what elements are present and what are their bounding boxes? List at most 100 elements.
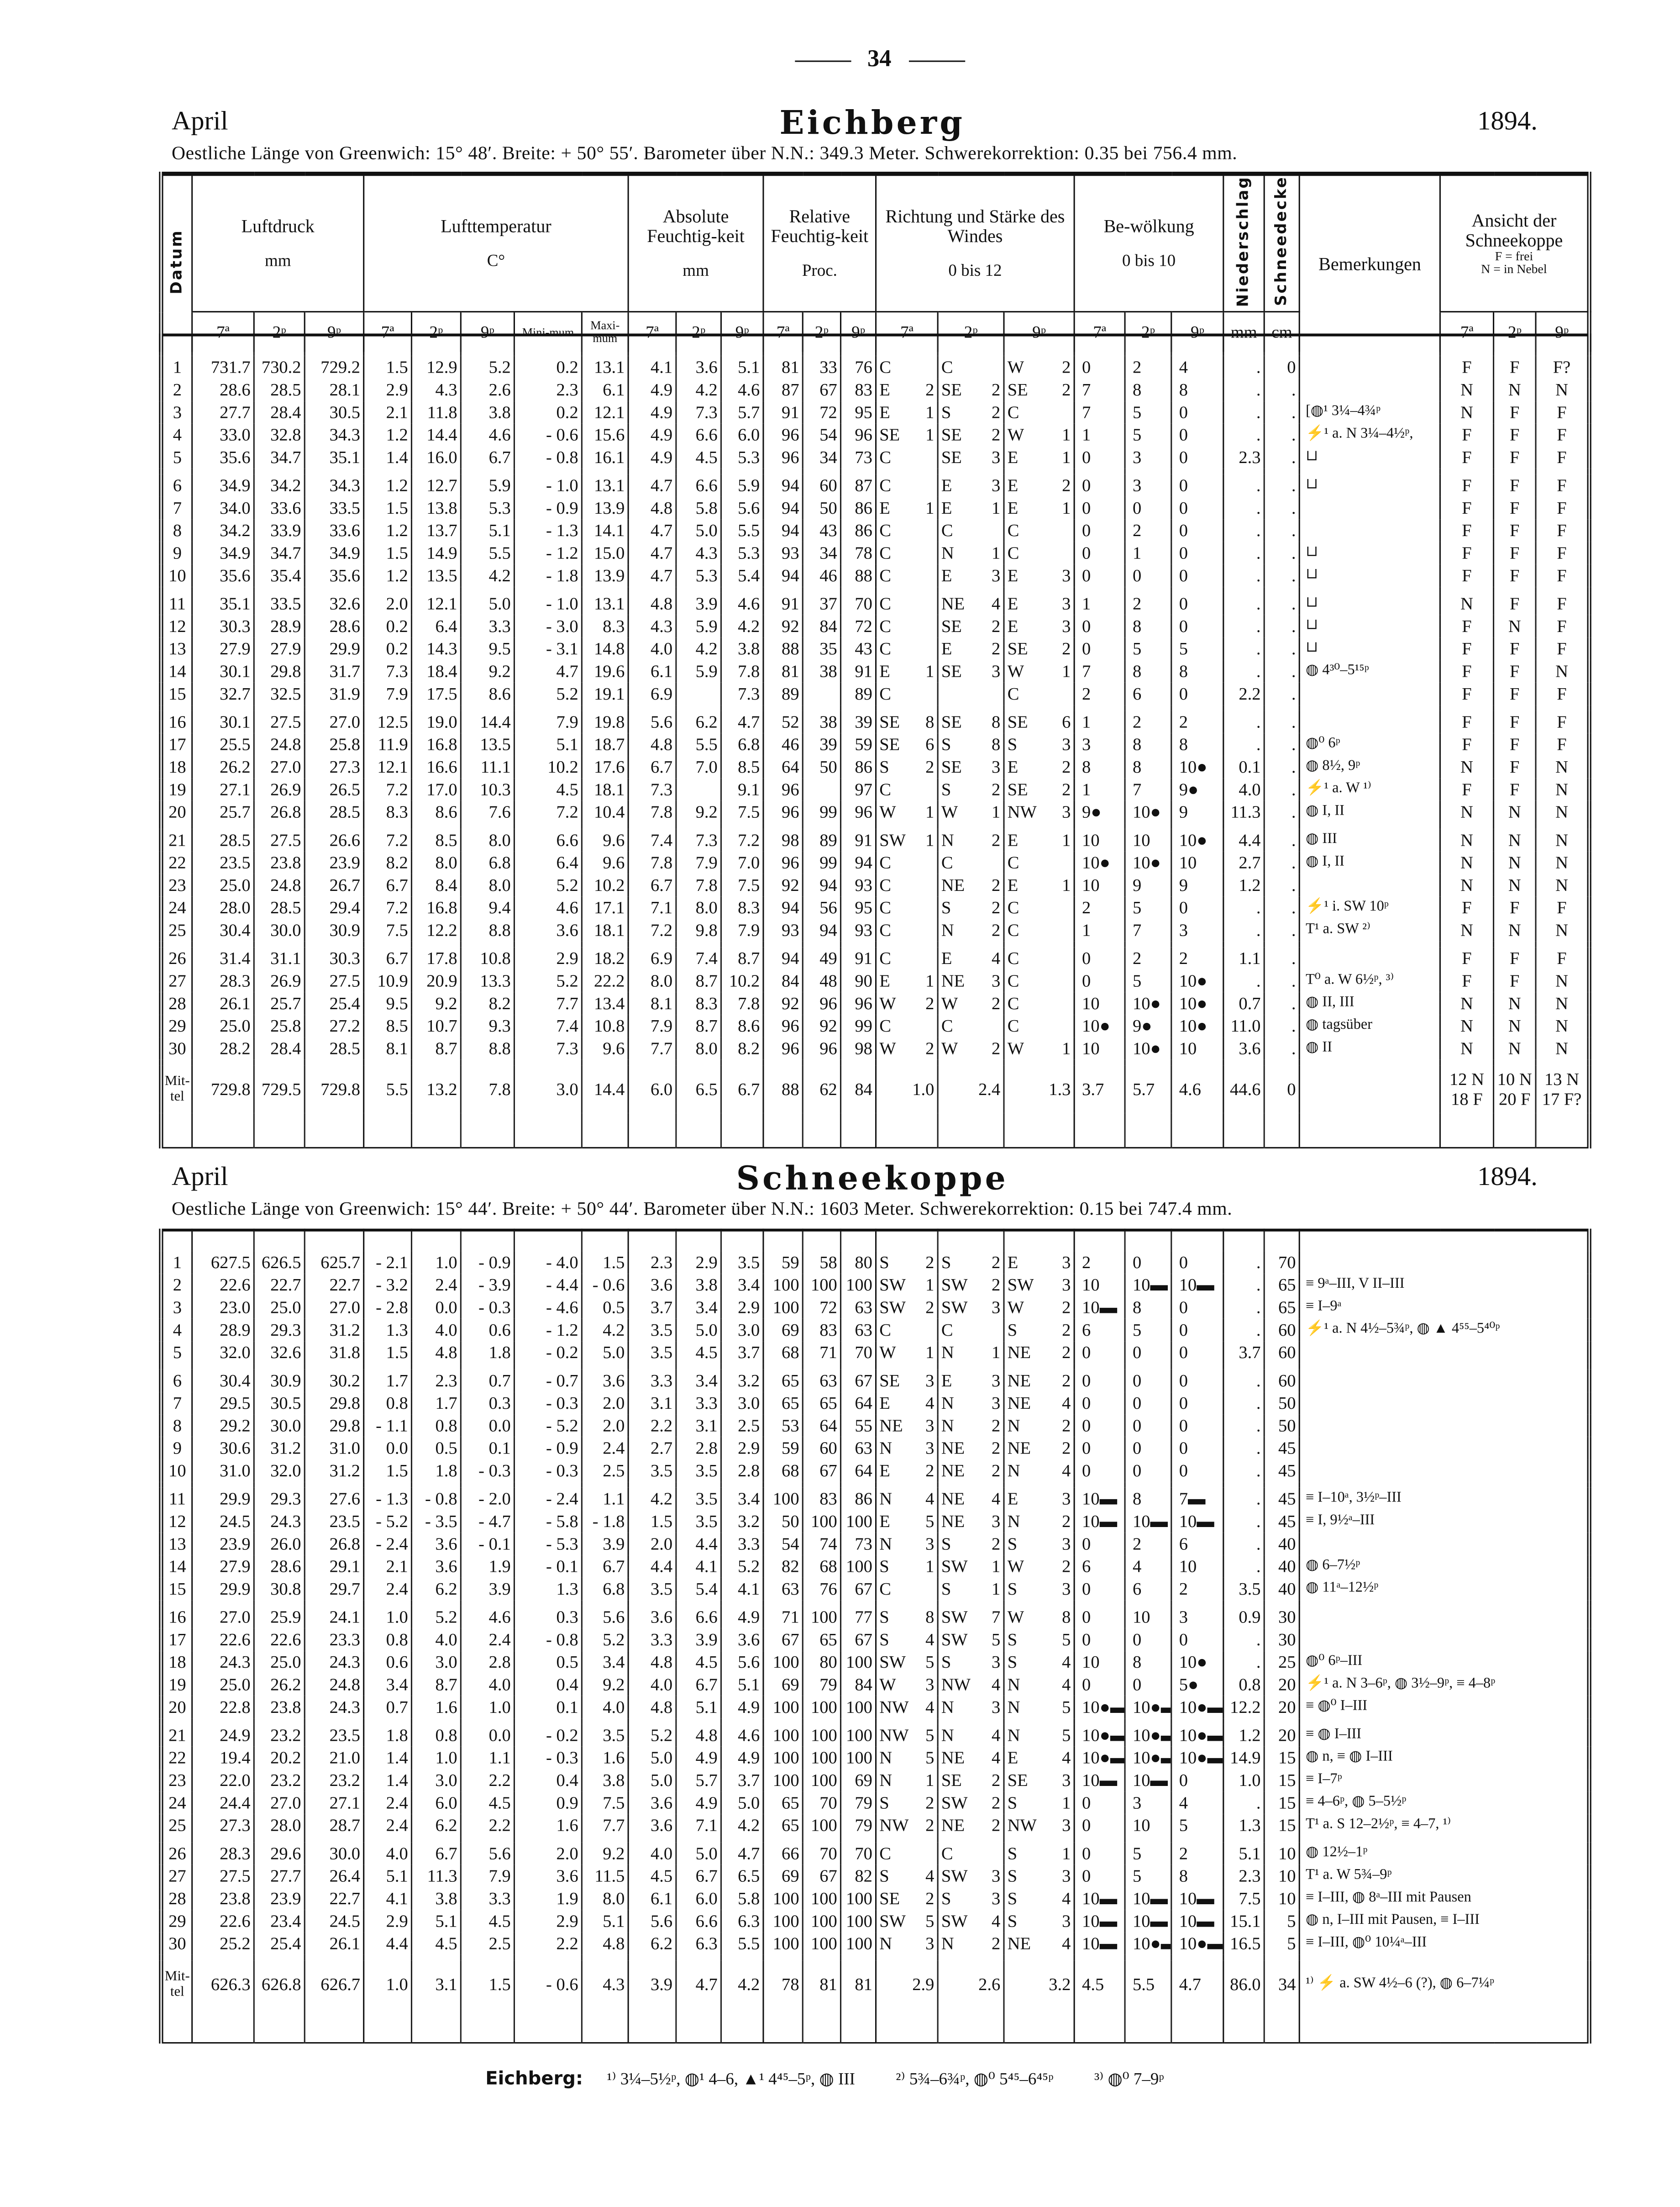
wind-direction: E — [879, 661, 890, 681]
temp-min: - 0.9 — [513, 1437, 582, 1460]
pressure-7: 27.1 — [191, 778, 254, 801]
wind-strength: 2 — [992, 898, 1001, 918]
abs-hum-9: 3.7 — [720, 1341, 763, 1364]
wind-direction: S — [1007, 734, 1018, 754]
ansicht-7: F — [1439, 615, 1494, 638]
cloud-9: 8 — [1171, 379, 1223, 401]
abs-hum-2: 3.8 — [675, 1274, 721, 1296]
table-row: 8 29.2 30.0 29.8- 1.1 0.8 0.0- 5.2 2.0 2.2 3.1 2.… — [160, 1414, 1590, 1437]
snow-cover: 60 — [1263, 1318, 1300, 1342]
cloud-2: 5 — [1124, 401, 1171, 424]
wind-strength: 1.3 — [1049, 1079, 1071, 1100]
abs-hum-2: 8.0 — [675, 896, 721, 919]
wind-strength: 5 — [992, 1629, 1001, 1650]
temp-min: 2.9 — [513, 947, 582, 970]
temp-9: 5.2 — [460, 356, 514, 379]
pressure-9: 729.2 — [304, 356, 364, 379]
wind-strength: 3 — [1062, 1275, 1071, 1295]
temp-min: - 4.6 — [513, 1296, 582, 1319]
ansicht-2: 10 N 20 F — [1493, 1065, 1536, 1113]
remarks — [1298, 874, 1440, 897]
pressure-9: 21.0 — [304, 1746, 364, 1770]
cloud-7: 1 — [1073, 778, 1125, 801]
temp-7: - 2.8 — [363, 1296, 412, 1319]
abs-hum-7: 4.0 — [627, 1673, 676, 1696]
wind-direction: NE — [941, 971, 965, 991]
day: 23 — [160, 874, 192, 897]
temp-2: 0.8 — [410, 1724, 461, 1747]
precipitation: . — [1223, 1555, 1265, 1578]
rel-hum-9: 100 — [840, 1696, 876, 1719]
wind-7: C — [875, 519, 938, 542]
temp-9: 5.1 — [460, 519, 514, 542]
abs-hum-7: 5.6 — [627, 1910, 676, 1933]
cloud-7: 0 — [1073, 1842, 1125, 1865]
precipitation: . — [1223, 423, 1265, 446]
rel-hum-7: 100 — [762, 1296, 803, 1319]
wind-strength: 3 — [992, 1889, 1001, 1909]
pressure-2: 28.0 — [253, 1814, 305, 1837]
wind-9: C — [1003, 851, 1075, 874]
precipitation: 3.5 — [1223, 1577, 1265, 1601]
cloud-9: 10● — [1171, 756, 1223, 779]
wind-9: NE 2 — [1003, 1437, 1075, 1460]
wind-strength: 2 — [992, 1793, 1001, 1813]
precipitation: 2.3 — [1223, 446, 1265, 469]
cloud-2: 2 — [1124, 1533, 1171, 1555]
wind-direction: C — [879, 948, 891, 969]
snow-cover: 0 — [1263, 356, 1300, 379]
wind-7: C — [875, 356, 938, 379]
table-row: 9 34.9 34.7 34.9 1.5 14.9 5.5- 1.2 15.0 4.7 4.3 5.… — [160, 542, 1590, 564]
rel-hum-9: 79 — [840, 1791, 876, 1814]
wind-strength: 1 — [925, 402, 934, 422]
pressure-7: 24.9 — [191, 1724, 254, 1747]
temp-9: 9.4 — [460, 896, 514, 919]
cloud-9: 0 — [1171, 564, 1223, 587]
rel-hum-7: 82 — [762, 1555, 803, 1578]
wind-direction: E — [879, 1461, 890, 1481]
wind-direction: SE — [879, 1889, 900, 1909]
ansicht-2: F — [1493, 711, 1536, 733]
snow-cover: . — [1263, 519, 1300, 542]
wind-direction: W — [941, 1038, 958, 1059]
cloud-7: 10●▬ — [1073, 1724, 1125, 1747]
rel-hum-2: 34 — [802, 542, 841, 564]
wind-strength: 3 — [925, 1534, 934, 1554]
abs-hum-9: 4.9 — [720, 1746, 763, 1770]
temp-max: 6.7 — [581, 1555, 629, 1578]
rel-hum-2: 67 — [802, 1865, 841, 1887]
temp-min: 5.2 — [513, 874, 582, 897]
pressure-7: 25.0 — [191, 1015, 254, 1038]
rel-hum-9: 93 — [840, 919, 876, 942]
rel-hum-2: 100 — [802, 1746, 841, 1770]
rel-hum-9: 84 — [840, 1673, 876, 1696]
wind-direction: E — [1007, 616, 1018, 637]
abs-hum-9: 6.0 — [720, 423, 763, 446]
table-row: 9 30.6 31.2 31.0 0.0 0.5 0.1- 0.9 2.4 2.7 2.8 2.9 5… — [160, 1437, 1590, 1460]
ansicht-9: N — [1535, 660, 1590, 683]
temp-7: 12.1 — [363, 756, 412, 779]
pressure-9: 22.7 — [304, 1274, 364, 1296]
wind-direction: S — [1007, 1579, 1018, 1599]
wind-9: NW 3 — [1003, 1814, 1075, 1837]
ansicht-2: F — [1493, 423, 1536, 446]
temp-min: - 0.2 — [513, 1341, 582, 1364]
rel-hum-9: 93 — [840, 874, 876, 897]
rel-hum-7: 89 — [762, 682, 803, 706]
cloud-9: 0 — [1171, 423, 1223, 446]
temp-max: 11.5 — [581, 1865, 629, 1887]
day: 6 — [160, 1369, 192, 1392]
remarks: ⊔ — [1298, 446, 1440, 469]
wind-7: NW 5 — [875, 1724, 938, 1747]
rel-hum-2: 79 — [802, 1673, 841, 1696]
rel-hum-7: 100 — [762, 1769, 803, 1792]
wind-direction: C — [1007, 543, 1019, 563]
